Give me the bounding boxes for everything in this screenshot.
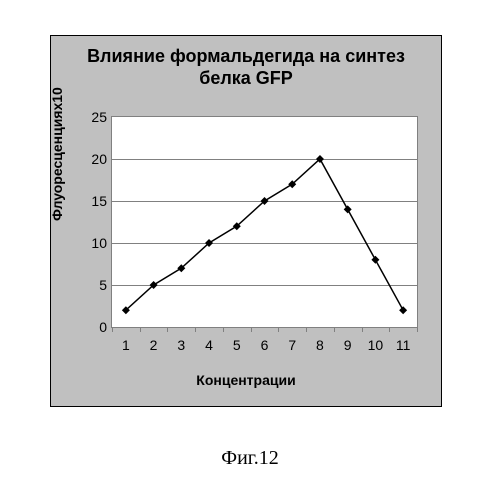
x-tick-label: 4 (199, 337, 219, 353)
y-tick-label: 15 (77, 193, 107, 209)
x-tick-mark (417, 327, 418, 332)
y-tick-label: 25 (77, 109, 107, 125)
x-tick-label: 5 (227, 337, 247, 353)
x-tick-label: 9 (338, 337, 358, 353)
data-series (112, 117, 417, 327)
x-tick-mark (195, 327, 196, 332)
x-tick-mark (167, 327, 168, 332)
data-point-marker (399, 306, 407, 314)
x-axis-label: Концентрации (51, 372, 441, 388)
x-tick-label: 11 (393, 337, 413, 353)
x-tick-mark (278, 327, 279, 332)
x-tick-mark (112, 327, 113, 332)
x-tick-mark (306, 327, 307, 332)
x-tick-label: 1 (116, 337, 136, 353)
x-tick-label: 6 (255, 337, 275, 353)
x-tick-label: 10 (365, 337, 385, 353)
plot-area: 05101520251234567891011 (111, 116, 418, 328)
x-tick-label: 7 (282, 337, 302, 353)
y-tick-label: 20 (77, 151, 107, 167)
x-tick-mark (223, 327, 224, 332)
x-tick-mark (362, 327, 363, 332)
x-tick-label: 2 (144, 337, 164, 353)
y-tick-label: 10 (77, 235, 107, 251)
chart-title: Влияние формальдегида на синтез белка GF… (51, 36, 441, 89)
x-tick-mark (334, 327, 335, 332)
x-tick-label: 8 (310, 337, 330, 353)
y-axis-label: Флуоресценциях10 (49, 87, 65, 221)
y-tick-label: 0 (77, 319, 107, 335)
figure-caption: Фиг.12 (0, 447, 500, 470)
y-tick-label: 5 (77, 277, 107, 293)
chart-panel: Влияние формальдегида на синтез белка GF… (50, 35, 442, 407)
data-point-marker (371, 256, 379, 264)
series-line (126, 159, 403, 310)
x-tick-label: 3 (171, 337, 191, 353)
x-tick-mark (389, 327, 390, 332)
x-tick-mark (251, 327, 252, 332)
x-tick-mark (140, 327, 141, 332)
data-point-marker (344, 205, 352, 213)
